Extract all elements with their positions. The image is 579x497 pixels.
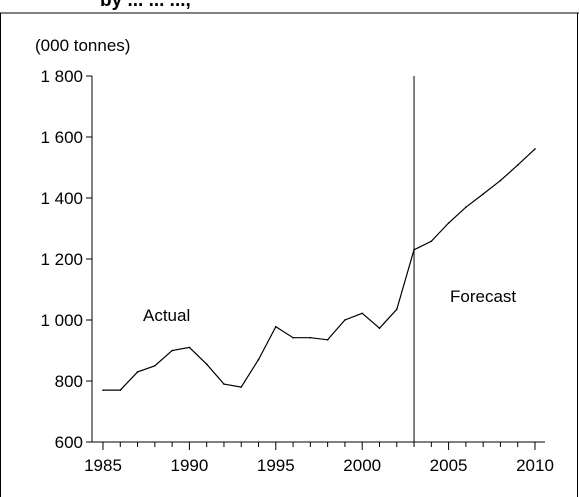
x-axis-ticks: 1985 1990 1995 2000 2005 2010	[84, 442, 554, 475]
y-unit-label: (000 tonnes)	[35, 36, 130, 55]
data-point	[465, 206, 467, 208]
data-point	[102, 389, 104, 391]
data-point	[188, 346, 191, 349]
y-tick-label: 1 200	[40, 250, 83, 269]
data-point	[292, 336, 294, 339]
data-point	[447, 222, 450, 224]
y-tick-label: 1 400	[40, 189, 83, 208]
data-point	[413, 249, 415, 251]
data-point	[275, 325, 277, 328]
data-point	[223, 383, 225, 385]
data-point	[534, 148, 536, 150]
data-point	[378, 327, 381, 330]
data-point	[499, 179, 502, 182]
y-tick-label: 1 000	[40, 311, 83, 330]
y-axis-ticks: 600 800 1 000 1 200 1 400 1 600 1 800	[40, 67, 92, 452]
data-point	[482, 193, 484, 195]
data-point	[119, 389, 122, 391]
data-point	[516, 164, 519, 166]
x-tick-label: 1990	[170, 456, 208, 475]
data-point	[171, 349, 173, 352]
actual-annotation: Actual	[143, 306, 190, 325]
data-point	[205, 363, 208, 366]
y-tick-label: 600	[55, 433, 83, 452]
y-tick-label: 1 800	[40, 67, 83, 86]
chart-axes	[91, 76, 545, 443]
x-tick-label: 2010	[516, 456, 554, 475]
cropped-title-text: by ... ... ...,	[100, 0, 191, 11]
data-point	[344, 319, 346, 321]
x-tick-label: 2000	[343, 456, 381, 475]
data-point	[136, 371, 139, 373]
series-line	[103, 148, 536, 391]
forecast-annotation: Forecast	[450, 287, 516, 306]
data-point	[326, 339, 329, 341]
data-point	[309, 336, 312, 339]
y-tick-label: 800	[55, 372, 83, 391]
data-point	[240, 386, 243, 388]
x-tick-label: 1995	[257, 456, 295, 475]
data-point	[395, 308, 398, 311]
data-point	[257, 358, 260, 361]
x-tick-label: 1985	[84, 456, 122, 475]
y-tick-label: 1 600	[40, 128, 83, 147]
data-point	[430, 240, 433, 243]
x-tick-label: 2005	[430, 456, 468, 475]
data-point	[361, 312, 364, 315]
series-points	[102, 148, 536, 391]
data-point	[154, 364, 156, 367]
